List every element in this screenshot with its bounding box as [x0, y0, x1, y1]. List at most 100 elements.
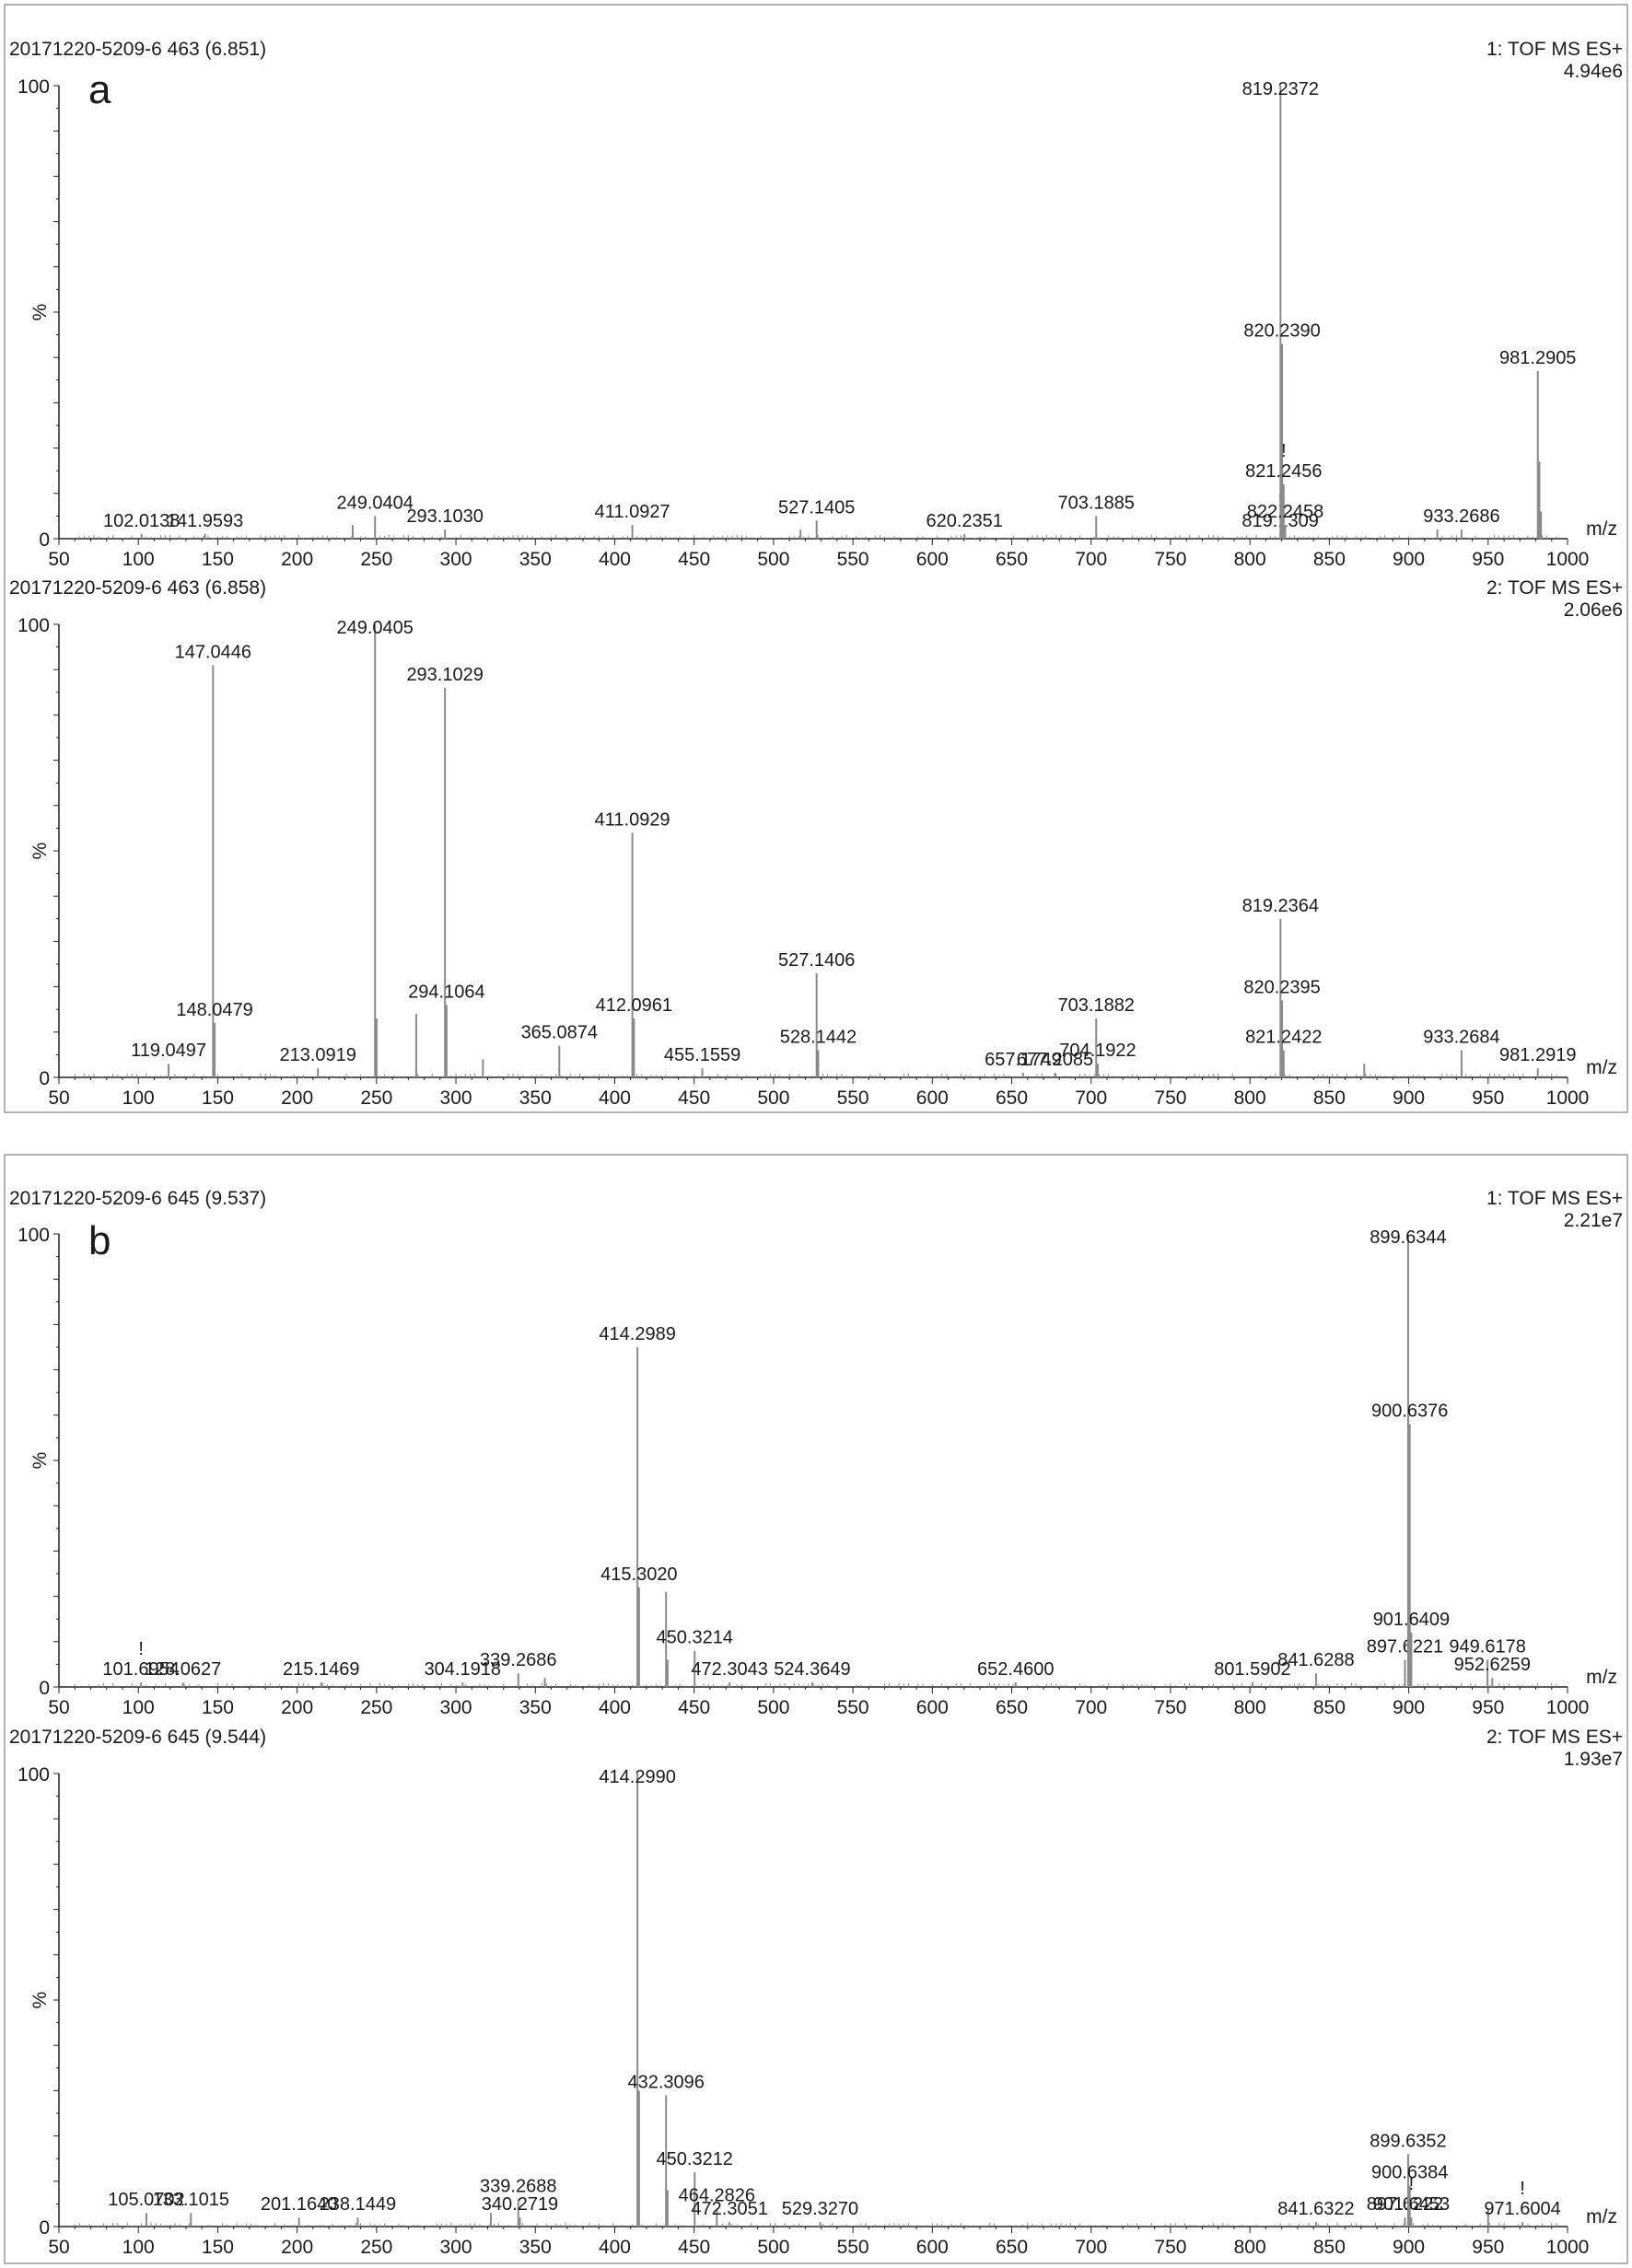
panel-frame [4, 4, 1628, 1113]
x-tick-label: 700 [1075, 549, 1107, 570]
x-tick-label: 1000 [1546, 1087, 1590, 1109]
y-top-label: 100 [17, 76, 50, 98]
x-tick-label: 750 [1154, 1087, 1186, 1109]
panel-letter: a [88, 67, 111, 112]
y-axis-label: % [29, 1452, 51, 1470]
x-tick-label: 100 [122, 1697, 155, 1718]
x-tick-label: 850 [1313, 1087, 1346, 1109]
peak-label: 128.0627 [145, 1659, 221, 1680]
peak-label: 119.0497 [131, 1041, 206, 1061]
x-tick-label: 100 [122, 549, 155, 570]
x-tick-label: 600 [916, 1087, 949, 1109]
x-tick-label: 250 [360, 549, 392, 570]
x-tick-label: 450 [678, 1087, 710, 1109]
x-tick-label: 300 [440, 1087, 472, 1109]
peak-label: 527.1406 [778, 950, 855, 971]
peak-label: 238.1449 [320, 2194, 396, 2215]
y-axis-label: % [29, 1992, 51, 2009]
x-tick-label: 150 [202, 549, 234, 570]
x-tick-label: 550 [837, 2237, 869, 2258]
x-tick-label: 800 [1234, 1697, 1266, 1718]
x-tick-label: 650 [996, 2237, 1028, 2258]
x-tick-label: 600 [916, 1697, 949, 1718]
spectrum-b-2: 20171220-5209-6 645 (9.544) 2: TOF MS ES+… [9, 1727, 1623, 2258]
peak-label: 133.1015 [153, 2190, 229, 2210]
peak-label: 213.0919 [279, 1045, 356, 1065]
x-tick-label: 350 [519, 2237, 552, 2258]
x-tick-label: 200 [281, 2237, 313, 2258]
peak-label: 801.5902 [1214, 1659, 1290, 1680]
peak-label: 900.6376 [1371, 1402, 1448, 1422]
peak-label: 472.3043 [691, 1659, 767, 1680]
x-axis-unit: m/z [1586, 1667, 1617, 1688]
x-tick-label: 850 [1313, 1697, 1346, 1718]
peak-label: 703.1882 [1058, 995, 1135, 1016]
peak-label: 528.1442 [780, 1027, 857, 1047]
x-tick-label: 550 [837, 549, 869, 570]
x-tick-label: 700 [1075, 2237, 1107, 2258]
spectrum-header: 20171220-5209-6 645 (9.537) [9, 1188, 266, 1209]
peak-label: 529.3270 [782, 2199, 858, 2219]
x-tick-label: 1000 [1546, 1697, 1590, 1718]
peak-label: 703.1885 [1058, 493, 1135, 513]
peak-flag: ! [1281, 441, 1287, 461]
base-peak-intensity: 4.94e6 [1564, 61, 1623, 82]
peak-label: 820.2395 [1243, 977, 1320, 997]
x-tick-label: 550 [837, 1697, 869, 1718]
peak-label: 900.6384 [1371, 2163, 1448, 2183]
x-tick-label: 300 [440, 549, 472, 570]
peak-label: 339.2688 [480, 2176, 556, 2196]
x-tick-label: 50 [48, 1087, 69, 1109]
peak-label: 415.3020 [600, 1564, 677, 1585]
baseline-noise [74, 1073, 1557, 1077]
spectrum-a-1: 20171220-5209-6 463 (6.851) 1: TOF MS ES+… [9, 39, 1623, 570]
peak-label: 901.6453 [1373, 2194, 1450, 2215]
x-tick-label: 600 [916, 549, 949, 570]
x-tick-label: 100 [122, 2237, 155, 2258]
peak-label: 820.2390 [1243, 320, 1320, 341]
peak-label: 841.6322 [1277, 2199, 1354, 2219]
x-tick-label: 750 [1154, 1697, 1186, 1718]
peak-label: 821.2456 [1245, 461, 1322, 482]
peak-label: 819.2364 [1242, 896, 1319, 916]
x-tick-label: 400 [599, 549, 631, 570]
x-tick-label: 800 [1234, 2237, 1266, 2258]
x-axis-unit: m/z [1586, 518, 1617, 540]
panel-frame [4, 1154, 1628, 2264]
x-tick-label: 50 [48, 2237, 69, 2258]
x-tick-label: 500 [757, 1087, 789, 1109]
x-tick-label: 150 [202, 2237, 234, 2258]
peak-label: 101.6954 [102, 1659, 179, 1680]
x-tick-label: 350 [519, 549, 552, 570]
x-tick-label: 1000 [1546, 2237, 1590, 2258]
peak-label: 464.2826 [679, 2185, 755, 2205]
peak-label: 411.0929 [595, 809, 670, 830]
peak-label: 455.1559 [664, 1045, 740, 1065]
peak-label: 105.0702 [108, 2190, 184, 2210]
peak-label: 294.1064 [408, 982, 484, 1002]
peak-label: 971.6004 [1484, 2199, 1560, 2219]
base-peak-intensity: 2.06e6 [1564, 599, 1623, 621]
spectrum-header: 20171220-5209-6 645 (9.544) [9, 1727, 266, 1748]
x-tick-label: 850 [1313, 549, 1346, 570]
scan-mode: 1: TOF MS ES+ [1486, 1188, 1623, 1209]
x-tick-label: 800 [1234, 549, 1266, 570]
scan-mode: 1: TOF MS ES+ [1486, 39, 1623, 60]
x-tick-label: 400 [599, 1087, 631, 1109]
x-tick-label: 650 [996, 1697, 1028, 1718]
panel-a: a 20171220-5209-6 463 (6.851) 1: TOF MS ES… [4, 4, 1628, 1113]
peak-label: 432.3096 [627, 2072, 704, 2092]
scan-mode: 2: TOF MS ES+ [1486, 1727, 1623, 1748]
x-tick-label: 50 [48, 1697, 69, 1718]
y-axis-label: % [29, 843, 51, 860]
y-top-label: 100 [17, 615, 50, 636]
x-tick-label: 850 [1313, 2237, 1346, 2258]
x-tick-label: 650 [996, 1087, 1028, 1109]
x-tick-label: 500 [757, 2237, 789, 2258]
peak-flag: ! [1409, 2174, 1415, 2194]
peak-label: 841.6288 [1277, 1650, 1354, 1670]
peak-label: 147.0446 [175, 642, 251, 662]
spectrum-header: 20171220-5209-6 463 (6.858) [9, 577, 266, 599]
x-tick-label: 500 [757, 549, 789, 570]
x-tick-label: 950 [1472, 2237, 1504, 2258]
